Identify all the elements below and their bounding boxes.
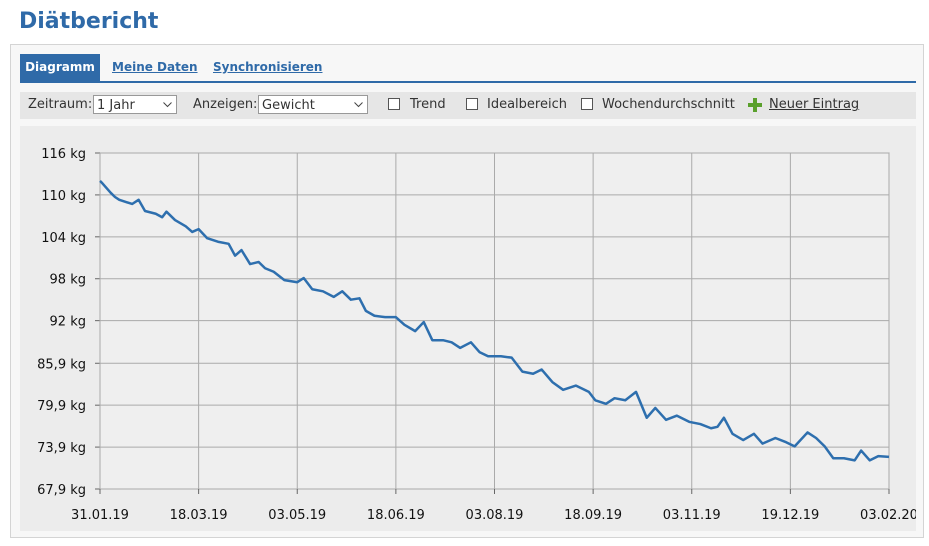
tab[interactable]: Diagramm [20,54,100,81]
x-tick-label: 18.09.19 [564,508,622,523]
x-tick-label: 31.01.19 [71,508,129,523]
checkbox[interactable] [388,98,400,110]
plus-icon [748,98,762,112]
label: Anzeigen: [193,97,258,112]
y-tick-label: 85,9 kg [37,357,86,372]
y-tick-label: 67,9 kg [37,483,86,498]
x-tick-label: 18.06.19 [367,508,425,523]
data-line [99,180,890,462]
x-tick-label: 03.08.19 [466,508,524,523]
checkbox-label: Idealbereich [487,97,567,112]
tab[interactable]: Synchronisieren [213,60,323,74]
period-select[interactable]: 1 Jahr [93,95,177,114]
checkbox-label: Trend [410,97,446,112]
page-title: Diätbericht [19,9,159,34]
select-value: 1 Jahr [97,98,135,113]
toolbar: Zeitraum: 1 Jahr Anzeigen: Gewicht Trend… [20,92,916,119]
show-select[interactable]: Gewicht [258,95,368,114]
x-tick-label: 03.11.19 [663,508,721,523]
checkbox-label: Wochendurchschnitt [602,97,735,112]
y-tick-label: 92 kg [50,315,86,330]
x-tick-label: 03.02.20 [860,508,916,523]
arrow [163,102,172,108]
select-value: Gewicht [262,98,315,113]
y-tick-label: 110 kg [41,189,86,204]
tab-underline [20,81,916,83]
chart-area: 67,9 kg 73,9 kg 79,9 kg 85,9 kg 92 kg 98 kg 10… [20,126,918,531]
tab[interactable]: Meine Daten [112,60,198,74]
new-entry-link[interactable]: Neuer Eintrag [769,97,860,112]
chart: 67,9 kg 73,9 kg 79,9 kg 85,9 kg 92 kg 98 kg 10… [37,147,918,523]
y-tick-label: 104 kg [41,231,86,246]
x-tick-label: 18.03.19 [170,508,228,523]
arrow [354,102,363,108]
y-tick-label: 79,9 kg [37,399,86,414]
y-tick-label: 98 kg [50,273,86,288]
x-tick-label: 19.12.19 [761,508,819,523]
checkbox[interactable] [466,98,478,110]
label: Zeitraum: [28,97,93,112]
x-tick-label: 03.05.19 [268,508,326,523]
y-tick-label: 73,9 kg [37,441,86,456]
y-tick-label: 116 kg [41,147,86,162]
checkbox[interactable] [581,98,593,110]
